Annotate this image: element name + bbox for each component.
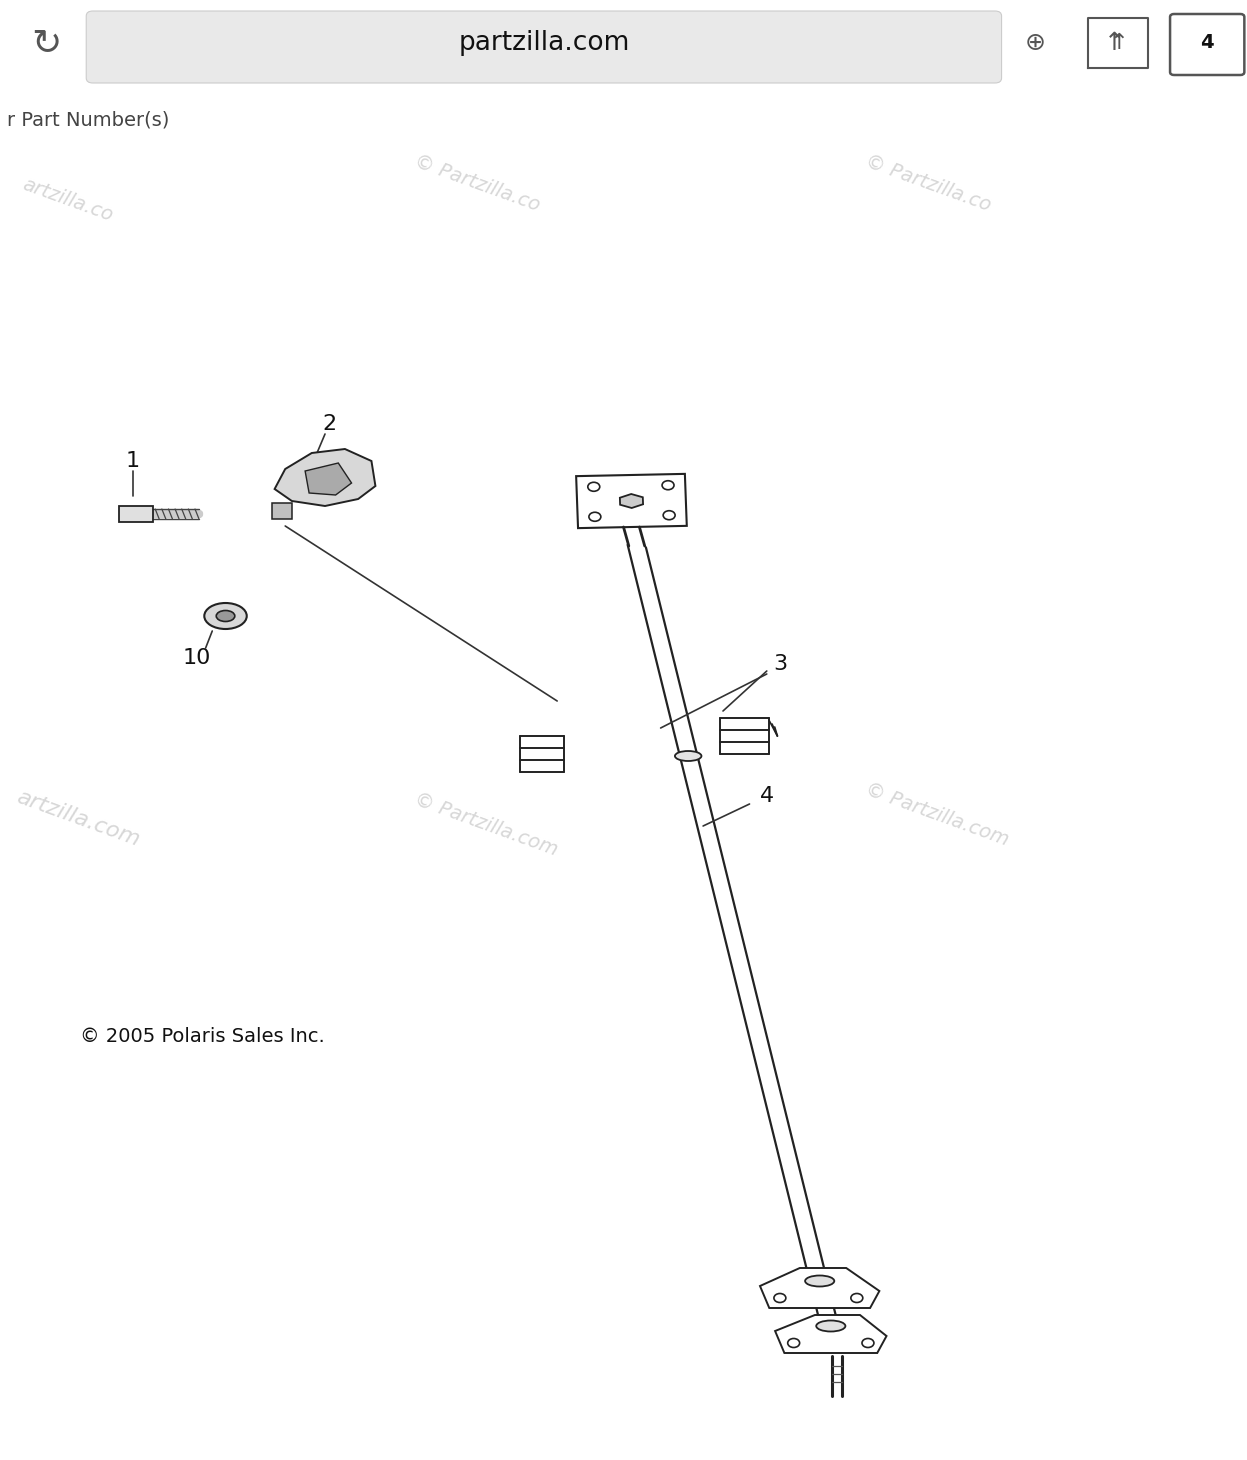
Circle shape bbox=[850, 1294, 863, 1302]
Ellipse shape bbox=[675, 750, 702, 761]
Circle shape bbox=[662, 480, 675, 489]
Polygon shape bbox=[272, 504, 292, 518]
Text: 4: 4 bbox=[1201, 34, 1215, 53]
Text: ↻: ↻ bbox=[31, 26, 61, 60]
Text: 1: 1 bbox=[126, 451, 140, 472]
Ellipse shape bbox=[817, 1320, 845, 1332]
Polygon shape bbox=[306, 463, 352, 495]
Text: 3: 3 bbox=[773, 654, 787, 675]
Text: © Partzilla.com: © Partzilla.com bbox=[412, 790, 560, 860]
Polygon shape bbox=[759, 1267, 879, 1308]
Text: © Partzilla.co: © Partzilla.co bbox=[862, 152, 993, 215]
Circle shape bbox=[589, 512, 601, 521]
Text: ↑: ↑ bbox=[1104, 31, 1125, 55]
Text: ⊕: ⊕ bbox=[1024, 31, 1045, 55]
Text: © Partzilla.co: © Partzilla.co bbox=[412, 152, 542, 215]
Text: ↑: ↑ bbox=[1109, 34, 1127, 53]
Text: © 2005 Polaris Sales Inc.: © 2005 Polaris Sales Inc. bbox=[80, 1026, 324, 1045]
Ellipse shape bbox=[806, 1276, 834, 1286]
Ellipse shape bbox=[205, 603, 247, 629]
Polygon shape bbox=[620, 493, 643, 508]
FancyBboxPatch shape bbox=[86, 12, 1001, 83]
Polygon shape bbox=[776, 1315, 887, 1353]
Circle shape bbox=[663, 511, 675, 520]
Text: artzilla.com: artzilla.com bbox=[14, 787, 142, 850]
Polygon shape bbox=[274, 450, 375, 507]
Polygon shape bbox=[120, 507, 152, 523]
FancyBboxPatch shape bbox=[1170, 15, 1245, 74]
Circle shape bbox=[587, 482, 600, 491]
Text: 2: 2 bbox=[322, 415, 335, 434]
Ellipse shape bbox=[216, 610, 234, 622]
Text: artzilla.co: artzilla.co bbox=[20, 175, 116, 225]
Circle shape bbox=[788, 1339, 799, 1348]
Text: partzilla.com: partzilla.com bbox=[458, 31, 630, 55]
Polygon shape bbox=[576, 474, 687, 529]
Text: 10: 10 bbox=[182, 648, 211, 669]
Text: © Partzilla.com: © Partzilla.com bbox=[862, 781, 1011, 850]
Text: 4: 4 bbox=[759, 785, 774, 806]
Text: r Part Number(s): r Part Number(s) bbox=[6, 111, 170, 130]
Circle shape bbox=[774, 1294, 786, 1302]
Circle shape bbox=[862, 1339, 874, 1348]
